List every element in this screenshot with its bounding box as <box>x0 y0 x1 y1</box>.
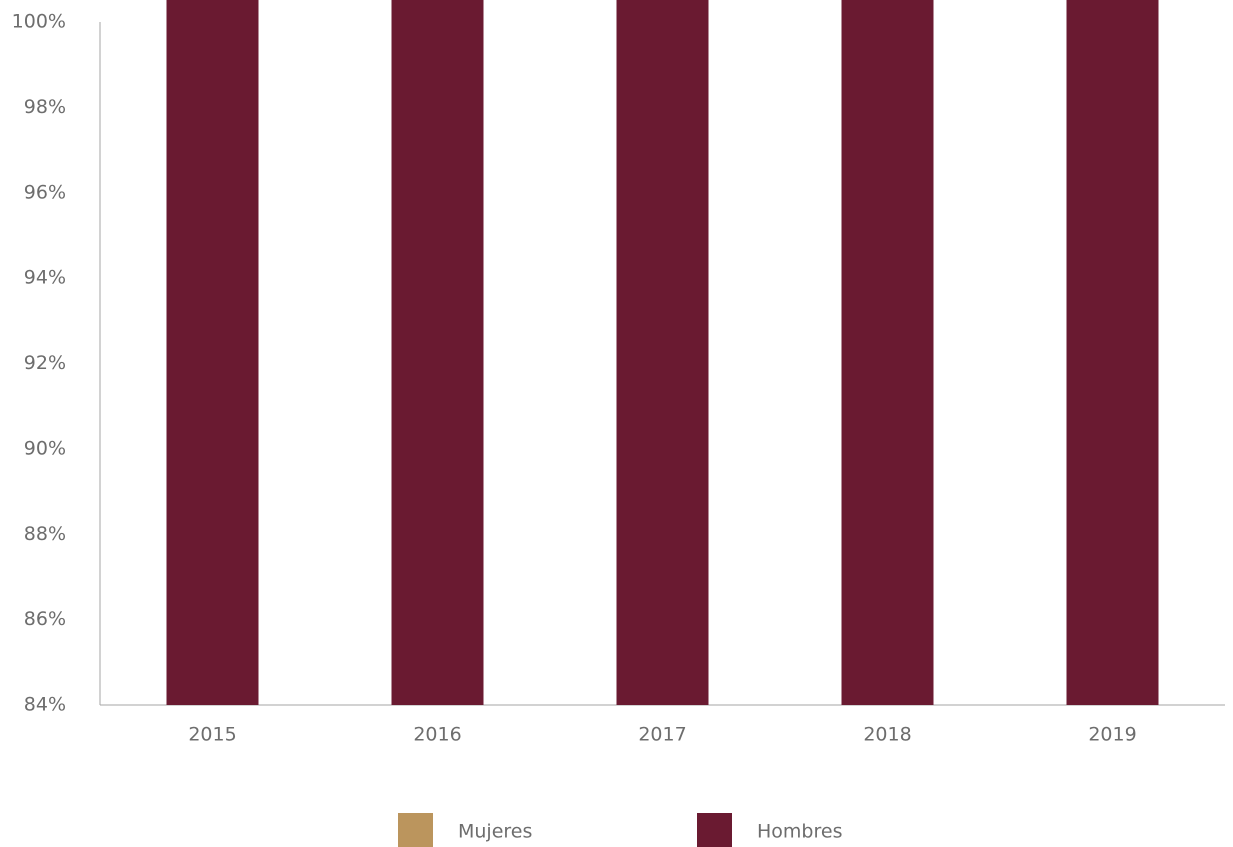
bar-segment <box>1066 0 1159 705</box>
x-tick-label: 2018 <box>863 724 911 746</box>
y-tick-label: 100% <box>12 11 66 33</box>
bar-segment <box>391 0 484 705</box>
bar-segment <box>841 0 934 705</box>
bar-segment <box>166 0 259 705</box>
y-tick-label: 88% <box>24 523 66 545</box>
legend-swatch <box>398 813 433 847</box>
y-tick-label: 94% <box>24 267 66 289</box>
x-tick-label: 2016 <box>413 724 461 746</box>
x-tick-label: 2015 <box>188 724 236 746</box>
y-tick-label: 90% <box>24 437 66 459</box>
legend-swatch <box>697 813 732 847</box>
y-tick-label: 96% <box>24 181 66 203</box>
y-tick-label: 92% <box>24 352 66 374</box>
y-tick-label: 84% <box>24 694 66 716</box>
legend-label: Hombres <box>757 821 842 843</box>
x-tick-label: 2017 <box>638 724 686 746</box>
bar-segment <box>616 0 709 705</box>
y-tick-label: 98% <box>24 96 66 118</box>
y-tick-label: 86% <box>24 608 66 630</box>
legend-label: Mujeres <box>458 821 532 843</box>
x-tick-label: 2019 <box>1088 724 1136 746</box>
